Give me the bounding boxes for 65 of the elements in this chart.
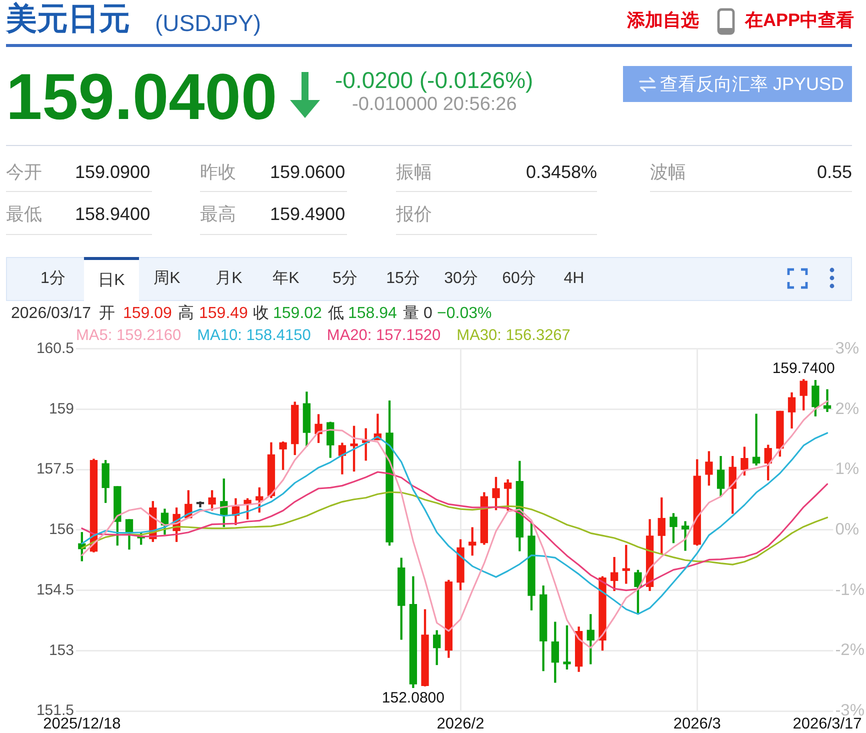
text: 最低 (6, 204, 42, 224)
text: 振幅 (396, 162, 432, 182)
text: 最高 (200, 204, 236, 224)
text: -0.0200 (-0.0126%) (335, 67, 534, 93)
y2-tick-label: 1% (835, 460, 860, 478)
text: MA20: 157.1520 (326, 327, 441, 344)
x-tick-label: 2026/2 (436, 716, 484, 733)
text: 159.09 (123, 305, 172, 322)
timeframe-tab[interactable]: 60分 (493, 257, 545, 301)
text: 159.0900 (75, 162, 150, 182)
text: 报价 (396, 204, 432, 224)
chart-title: 美元日元 (6, 1, 130, 36)
y-tick-label: 159 (48, 400, 74, 418)
timeframe-tab[interactable]: 15分 (377, 257, 429, 301)
x-tick-label: 2026/3 (673, 716, 721, 733)
timeframe-tab[interactable]: 周K (141, 257, 193, 301)
text: 0.55 (816, 162, 852, 182)
text: 158.94 (348, 305, 397, 322)
timeframe-tab[interactable]: 1分 (27, 257, 79, 301)
text: MA10: 158.4150 (197, 327, 311, 344)
y2-tick-label: 2% (835, 400, 860, 418)
y-tick-label: 157.5 (36, 460, 74, 478)
candlestick (752, 414, 760, 466)
timeframe-tab[interactable]: 月K (203, 257, 255, 301)
text: 159.0400 (6, 60, 278, 133)
text: 今开 (6, 162, 42, 182)
text: 159.4900 (270, 204, 346, 224)
text: 2026/03/17 (11, 305, 92, 322)
y-tick-label: 160.5 (36, 340, 74, 358)
y2-tick-label: -1% (835, 580, 865, 599)
text: 在APP中查看 (745, 10, 854, 30)
text: 波幅 (650, 162, 686, 182)
y-tick-label: 156 (48, 521, 74, 538)
text: 158.9400 (75, 204, 150, 224)
timeframe-tab[interactable]: 5分 (319, 257, 371, 301)
text: MA5: 159.2160 (76, 327, 182, 344)
text: 添加自选 (627, 10, 699, 30)
text: 开 (99, 305, 115, 322)
timeframe-tab[interactable]: 日K (84, 257, 139, 301)
text: 159.49 (199, 305, 248, 322)
text: 收 (253, 305, 269, 322)
timeframe-tab[interactable]: 30分 (435, 257, 487, 301)
text: 昨收 (200, 162, 236, 182)
timeframe-tab[interactable]: 4H (548, 257, 600, 301)
text: 0.3458% (526, 162, 597, 182)
annotation: 159.7400 (772, 360, 835, 378)
annotation: 152.0800 (382, 689, 444, 706)
y-tick-label: 153 (48, 642, 74, 659)
candlestick (823, 389, 832, 412)
text: 高 (178, 305, 194, 322)
timeframe-tab[interactable]: 年K (260, 257, 312, 301)
chart-subtitle: (USDJPY) (155, 10, 262, 36)
text: 159.0600 (270, 162, 346, 182)
y-tick-label: 154.5 (36, 581, 74, 598)
text: -0.010000 20:56:26 (352, 94, 517, 115)
candlestick (681, 521, 690, 551)
text: 量 0 (403, 305, 432, 322)
y2-tick-label: -2% (835, 641, 865, 660)
text: MA30: 156.3267 (456, 327, 570, 344)
y2-tick-label: 0% (835, 520, 860, 538)
y2-tick-label: 3% (835, 339, 860, 358)
text: 159.02 (273, 305, 322, 322)
x-tick-label: 2025/12/18 (43, 716, 121, 733)
text: 低 (328, 305, 344, 322)
text: −0.03% (437, 305, 492, 322)
